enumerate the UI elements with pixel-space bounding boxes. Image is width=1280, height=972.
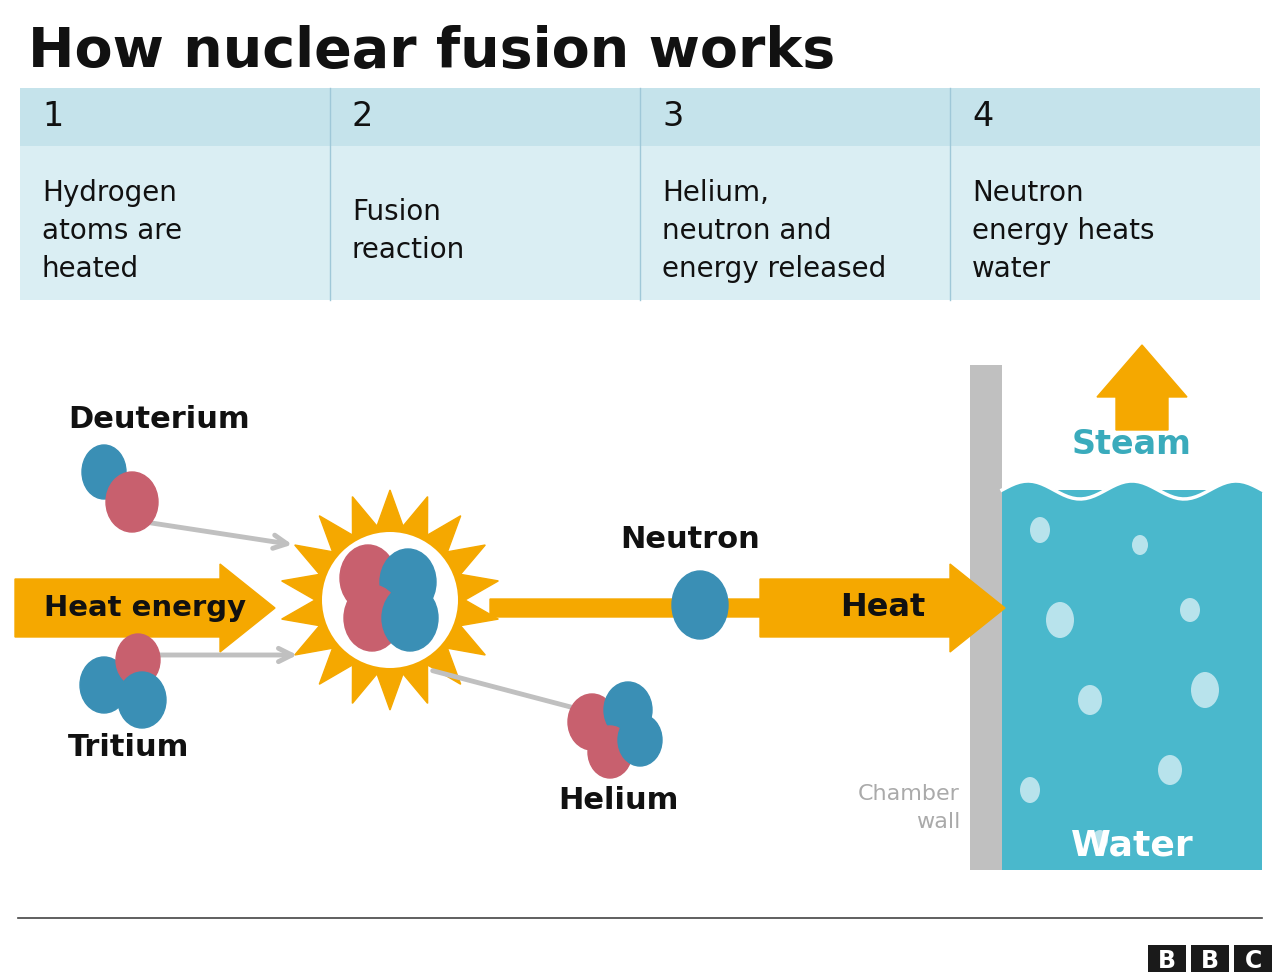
Bar — [1234, 945, 1272, 972]
Ellipse shape — [588, 726, 632, 778]
Polygon shape — [1002, 481, 1262, 499]
Text: C: C — [1244, 949, 1262, 972]
Ellipse shape — [1180, 598, 1201, 622]
FancyArrow shape — [15, 564, 275, 652]
FancyArrow shape — [760, 564, 1005, 652]
Text: B: B — [1158, 949, 1176, 972]
Ellipse shape — [604, 682, 652, 738]
Text: 4: 4 — [972, 100, 993, 133]
Text: B: B — [1201, 949, 1219, 972]
Circle shape — [323, 532, 458, 668]
Ellipse shape — [1158, 755, 1181, 785]
Ellipse shape — [82, 445, 125, 499]
Ellipse shape — [568, 694, 616, 750]
Ellipse shape — [1020, 777, 1039, 803]
Ellipse shape — [340, 545, 396, 611]
Text: Hydrogen
atoms are
heated: Hydrogen atoms are heated — [42, 179, 182, 283]
Text: Steam: Steam — [1073, 429, 1192, 462]
Ellipse shape — [618, 714, 662, 766]
Ellipse shape — [1078, 685, 1102, 715]
Ellipse shape — [380, 549, 436, 615]
Bar — [1148, 945, 1187, 972]
Ellipse shape — [1132, 535, 1148, 555]
Text: Neutron
energy heats
water: Neutron energy heats water — [972, 179, 1155, 283]
Text: Helium: Helium — [558, 785, 678, 815]
Ellipse shape — [672, 571, 728, 639]
Text: Water: Water — [1070, 828, 1193, 862]
Ellipse shape — [381, 585, 438, 651]
Text: Chamber
wall: Chamber wall — [858, 784, 960, 832]
FancyArrow shape — [1097, 345, 1187, 430]
Text: 2: 2 — [352, 100, 374, 133]
FancyArrow shape — [490, 592, 950, 624]
Bar — [970, 365, 1002, 870]
Text: Deuterium: Deuterium — [68, 405, 250, 434]
Ellipse shape — [106, 472, 157, 532]
Ellipse shape — [1046, 602, 1074, 638]
Text: 1: 1 — [42, 100, 63, 133]
Text: Fusion
reaction: Fusion reaction — [352, 198, 465, 264]
Bar — [1002, 490, 1262, 870]
Polygon shape — [282, 490, 498, 710]
Text: 3: 3 — [662, 100, 684, 133]
Text: How nuclear fusion works: How nuclear fusion works — [28, 25, 836, 79]
Bar — [20, 88, 1260, 146]
Text: Heat energy: Heat energy — [44, 594, 246, 622]
Text: Helium,
neutron and
energy released: Helium, neutron and energy released — [662, 179, 886, 283]
Text: Heat: Heat — [840, 593, 925, 623]
Ellipse shape — [118, 672, 166, 728]
Bar — [1190, 945, 1229, 972]
Ellipse shape — [344, 585, 399, 651]
Bar — [20, 146, 1260, 300]
Ellipse shape — [1190, 672, 1219, 708]
Ellipse shape — [1092, 830, 1108, 850]
Text: Tritium: Tritium — [68, 734, 189, 762]
Text: Neutron: Neutron — [620, 526, 760, 554]
Ellipse shape — [1030, 517, 1050, 543]
Ellipse shape — [116, 634, 160, 686]
Ellipse shape — [79, 657, 128, 713]
